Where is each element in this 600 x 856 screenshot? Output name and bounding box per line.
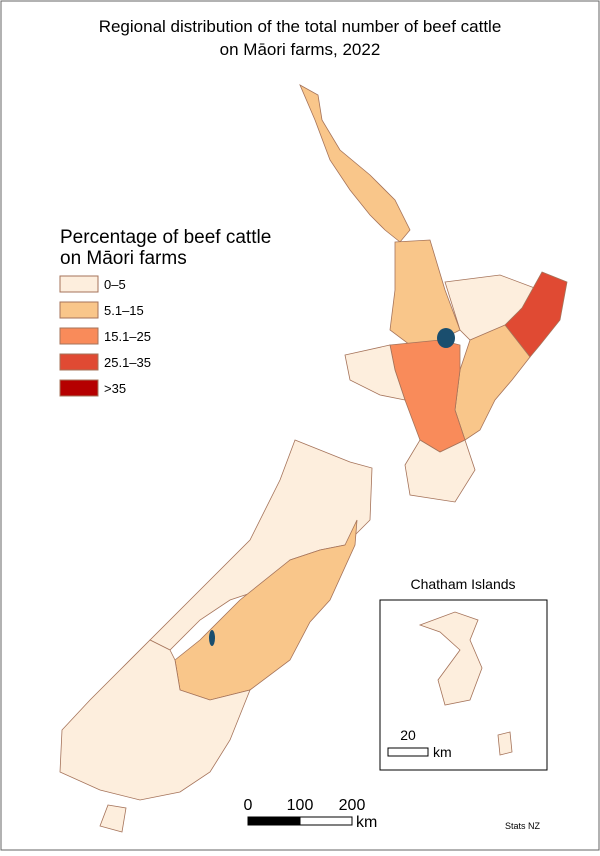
legend: 0–5 5.1–15 15.1–25 25.1–35 >35 bbox=[59, 275, 151, 397]
region bbox=[418, 611, 483, 706]
regions bbox=[59, 84, 568, 833]
legend-title: on Māori farms bbox=[60, 248, 187, 269]
region bbox=[99, 804, 127, 833]
inset-scale-unit: km bbox=[433, 744, 452, 760]
legend-swatch bbox=[59, 353, 99, 371]
scale-tick: 100 bbox=[287, 797, 314, 814]
legend-swatch bbox=[59, 275, 99, 293]
legend-label: 0–5 bbox=[104, 277, 126, 292]
inset-scale-value: 20 bbox=[400, 727, 416, 743]
scale-tick: 200 bbox=[339, 797, 366, 814]
legend-title: Percentage of beef cattle bbox=[60, 227, 271, 248]
scale-bar bbox=[299, 816, 353, 826]
inset-scale-bar bbox=[387, 747, 429, 757]
scale-tick: 0 bbox=[244, 797, 253, 814]
lake bbox=[209, 630, 215, 646]
legend-swatch bbox=[59, 301, 99, 319]
inset-title: Chatham Islands bbox=[410, 576, 515, 592]
region bbox=[504, 271, 568, 358]
scale-unit: km bbox=[356, 814, 377, 831]
legend-label: 5.1–15 bbox=[104, 303, 144, 318]
scale-bar bbox=[247, 816, 301, 826]
title-line: Regional distribution of the total numbe… bbox=[99, 17, 502, 36]
legend-label: >35 bbox=[104, 381, 126, 396]
legend-swatch bbox=[59, 327, 99, 345]
legend-label: 15.1–25 bbox=[104, 329, 151, 344]
credit: Stats NZ bbox=[505, 821, 541, 831]
region bbox=[404, 439, 476, 503]
title-line: on Māori farms, 2022 bbox=[220, 40, 381, 59]
region bbox=[59, 639, 251, 801]
region bbox=[299, 84, 411, 243]
region bbox=[344, 344, 406, 401]
lake bbox=[437, 328, 455, 348]
inset-frame bbox=[379, 599, 548, 771]
legend-swatch bbox=[59, 379, 99, 397]
region bbox=[497, 731, 513, 756]
legend-label: 25.1–35 bbox=[104, 355, 151, 370]
